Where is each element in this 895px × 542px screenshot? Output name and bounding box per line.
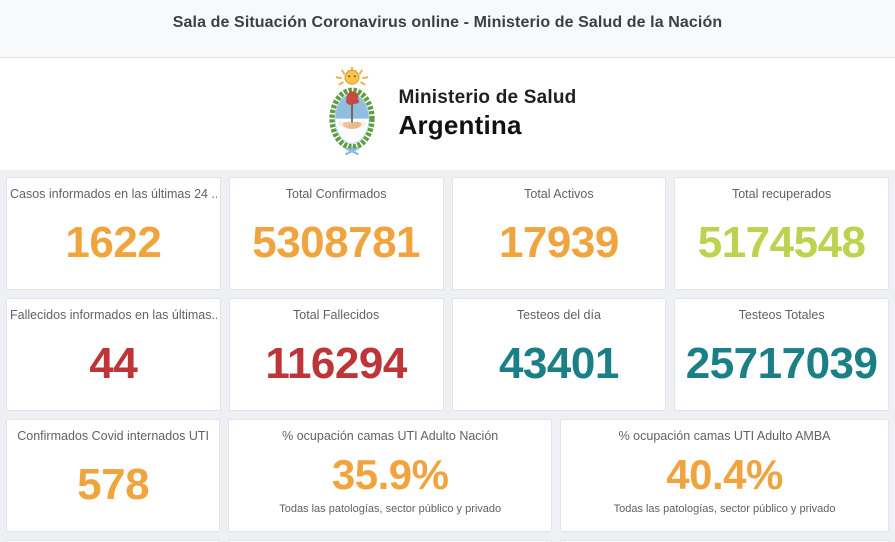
stats-row-3: Confirmados Covid internados UTI 578 % o… [6,419,889,532]
card-testeos-dia: Testeos del día 43401 [451,298,667,411]
card-title: Fallecidos informados en las últimas... [10,308,217,322]
argentina-coat-of-arms-icon [328,66,375,156]
card-value: 43401 [498,338,619,388]
card-title: Testeos del día [516,308,601,322]
brand-text: Ministerio de Salud Argentina [399,87,577,141]
partial-card [560,540,889,542]
card-value: 5308781 [252,217,421,267]
page-header: Sala de Situación Coronavirus online - M… [0,0,895,58]
partial-card [228,540,553,542]
card-total-recuperados: Total recuperados 5174548 [674,177,889,290]
card-title: % ocupación camas UTI Adulto Nación [282,429,499,443]
card-testeos-totales: Testeos Totales 25717039 [674,298,889,411]
card-value: 5174548 [697,217,866,267]
stats-grid: Casos informados en las últimas 24 ... 1… [0,170,895,542]
phrygian-cap [345,91,359,105]
stats-row-4-partial [6,540,889,542]
card-value: 35.9% [331,451,449,499]
card-casos-24h: Casos informados en las últimas 24 ... 1… [6,177,221,290]
card-title: Confirmados Covid internados UTI [17,429,209,443]
card-value: 40.4% [666,451,783,499]
card-total-confirmados: Total Confirmados 5308781 [228,177,444,290]
card-title: Testeos Totales [738,308,825,322]
stats-row-1: Casos informados en las últimas 24 ... 1… [6,177,889,290]
card-total-activos: Total Activos 17939 [451,177,667,290]
card-fallecidos-24h: Fallecidos informados en las últimas... … [6,298,221,411]
card-title: Total Activos [524,187,594,201]
card-title: Total recuperados [731,187,832,201]
laurel-wreath [328,87,375,150]
brand-ministry-name: Ministerio de Salud [398,87,577,108]
partial-card [6,540,221,542]
stats-row-2: Fallecidos informados en las últimas... … [6,298,889,411]
card-subtitle: Todas las patologías, sector público y p… [279,503,502,516]
card-title: % ocupación camas UTI Adulto AMBA [618,429,831,443]
card-value: 44 [89,338,138,388]
card-uti-nacion: % ocupación camas UTI Adulto Nación 35.9… [228,419,553,532]
card-value: 25717039 [685,338,878,388]
card-subtitle: Todas las patologías, sector público y p… [613,503,836,516]
card-value: 1622 [65,217,162,267]
card-uti-amba: % ocupación camas UTI Adulto AMBA 40.4% … [560,419,889,532]
card-title: Total Confirmados [285,187,387,201]
card-total-fallecidos: Total Fallecidos 116294 [228,298,444,411]
card-title: Total Fallecidos [293,308,380,322]
card-title: Casos informados en las últimas 24 ... [10,187,217,201]
card-value: 17939 [498,217,619,267]
card-uti-internados: Confirmados Covid internados UTI 578 [6,419,221,532]
sun-icon [343,69,360,85]
ribbon [344,146,359,156]
brand-band: Ministerio de Salud Argentina [0,58,895,170]
shaking-hands [337,120,366,129]
card-value: 116294 [265,338,407,388]
card-value: 578 [77,459,150,509]
sun-rays [335,66,368,86]
brand-country-name: Argentina [398,110,522,140]
page-title: Sala de Situación Coronavirus online - M… [172,13,723,31]
